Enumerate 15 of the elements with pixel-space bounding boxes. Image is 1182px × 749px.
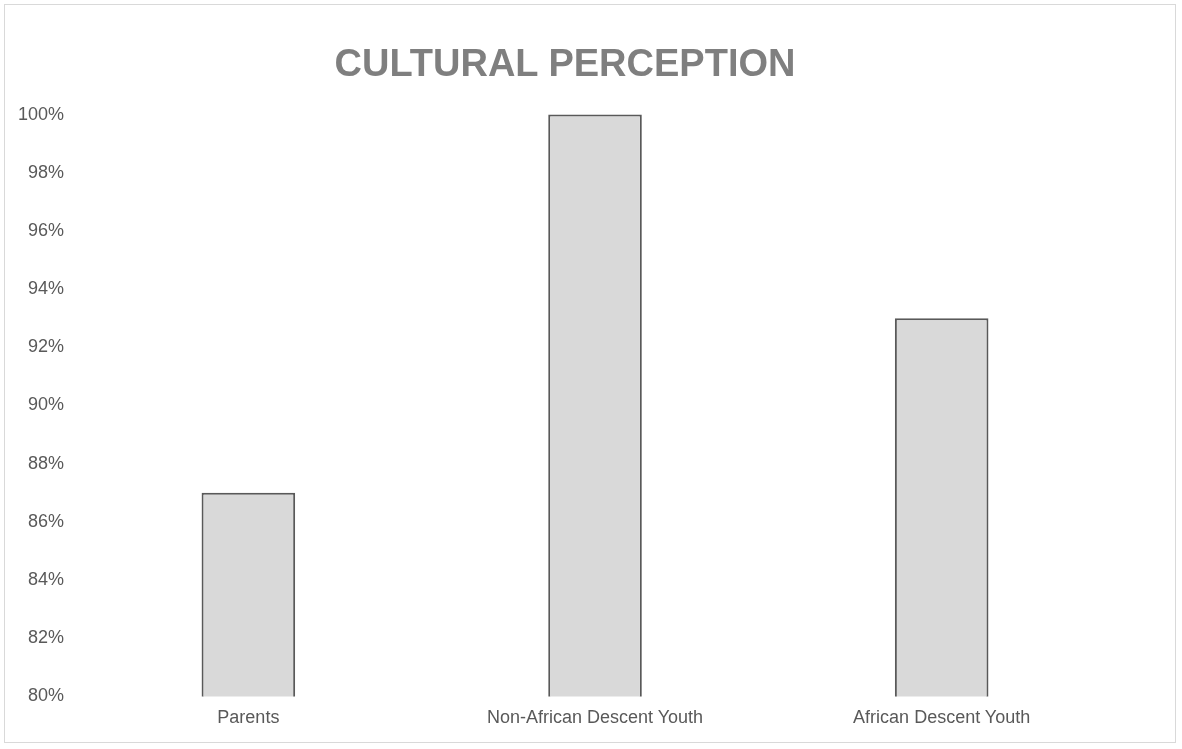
y-tick-label: 100% xyxy=(17,103,65,124)
y-tick-label: 80% xyxy=(28,685,65,706)
x-tick-label: African Descent Youth xyxy=(853,707,1031,728)
y-tick-label: 90% xyxy=(28,394,65,415)
y-tick-label: 86% xyxy=(28,510,65,531)
y-tick-label: 92% xyxy=(28,336,65,357)
y-tick-label: 88% xyxy=(28,452,65,473)
x-tick-label: Non-African Descent Youth xyxy=(486,707,704,728)
x-tick-label: Parents xyxy=(217,707,280,728)
y-tick-label: 98% xyxy=(28,161,65,182)
chart-title: CULTURAL PERCEPTION xyxy=(334,42,796,85)
y-tick-label: 96% xyxy=(28,219,65,240)
y-tick-label: 82% xyxy=(28,627,65,648)
y-tick-label: 84% xyxy=(28,569,65,590)
y-tick-label: 94% xyxy=(28,278,65,299)
